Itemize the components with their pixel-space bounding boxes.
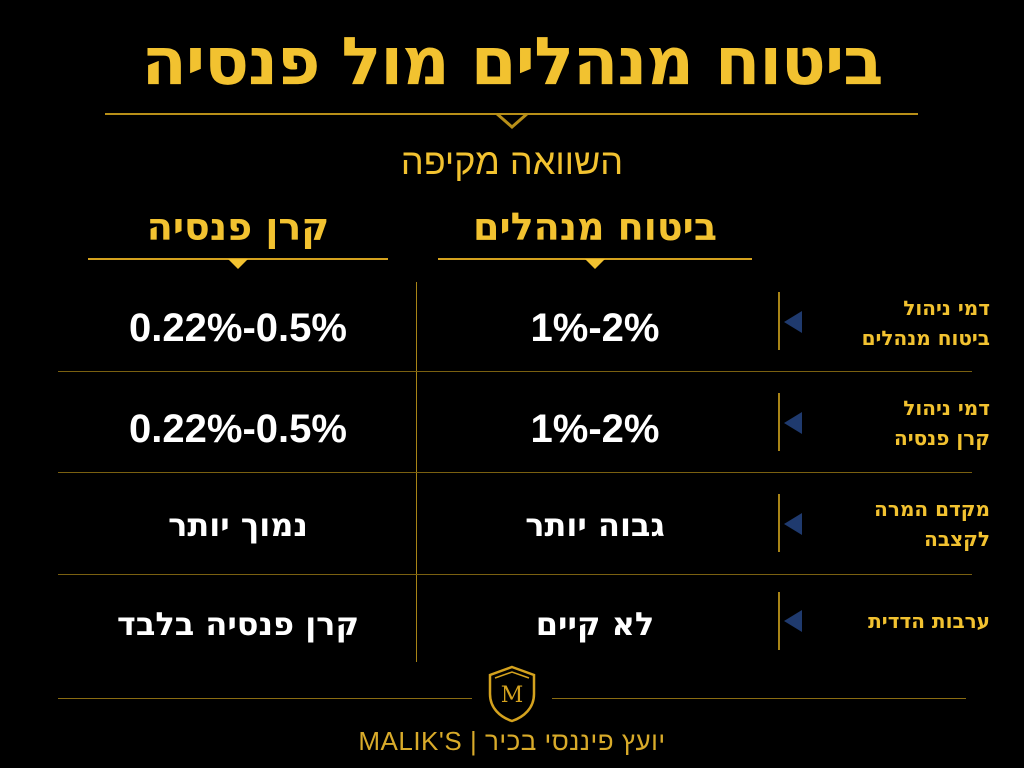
caret-down-icon xyxy=(228,259,248,269)
page-subtitle: השוואה מקיפה xyxy=(400,141,624,182)
logo-letter: M xyxy=(501,683,524,708)
row-2-label-line1: דמי ניהול xyxy=(903,396,990,420)
row-1-label: דמי ניהול ביטוח מנהלים xyxy=(800,288,990,358)
title-chevron-icon xyxy=(496,113,528,129)
pointer-left-icon xyxy=(784,610,802,632)
pointer-left-icon xyxy=(784,513,802,535)
footer-tagline: יועץ פיננסי בכיר xyxy=(484,726,666,756)
row-2-marker xyxy=(778,393,780,451)
row-4-label: ערבות הדדית xyxy=(800,604,990,638)
row-divider xyxy=(58,574,972,575)
row-4-marker xyxy=(778,592,780,650)
row-3-label: מקדם המרה לקצבה xyxy=(800,489,990,559)
shield-logo-icon: M xyxy=(488,665,536,723)
column-header-pension-fund: קרן פנסיה xyxy=(146,205,330,249)
title-divider xyxy=(105,113,918,115)
pointer-left-icon xyxy=(784,311,802,333)
row-4-pension-value: קרן פנסיה בלבד xyxy=(117,605,359,643)
row-2-label-line2: קרן פנסיה xyxy=(893,426,990,450)
row-divider xyxy=(58,472,972,473)
footer-divider-left xyxy=(58,698,472,699)
row-4-label-line1: ערבות הדדית xyxy=(868,609,990,633)
row-3-label-line2: לקצבה xyxy=(924,527,990,551)
row-3-label-line1: מקדם המרה xyxy=(874,497,990,521)
row-2-manager-value: 1%-2% xyxy=(530,406,660,451)
column-header-manager-insurance: ביטוח מנהלים xyxy=(472,205,717,249)
caret-down-icon xyxy=(585,259,605,269)
row-4-manager-value: לא קיים xyxy=(535,605,655,643)
row-2-label: דמי ניהול קרן פנסיה xyxy=(800,388,990,458)
row-1-label-line2: ביטוח מנהלים xyxy=(861,326,990,350)
row-3-manager-value: גבוה יותר xyxy=(525,506,665,544)
row-1-manager-value: 1%-2% xyxy=(530,305,660,350)
row-2-pension-value: 0.22%-0.5% xyxy=(129,406,347,451)
footer-divider-right xyxy=(552,698,966,699)
page-title: ביטוח מנהלים מול פנסיה xyxy=(141,23,883,100)
row-3-marker xyxy=(778,494,780,552)
row-1-marker xyxy=(778,292,780,350)
pointer-left-icon xyxy=(784,412,802,434)
row-divider xyxy=(58,371,972,372)
row-1-pension-value: 0.22%-0.5% xyxy=(129,305,347,350)
footer-separator: | xyxy=(469,726,478,756)
row-1-label-line1: דמי ניהול xyxy=(903,296,990,320)
footer-brand-line: MALIK'S | יועץ פיננסי בכיר xyxy=(0,726,1024,756)
row-3-pension-value: נמוך יותר xyxy=(168,506,308,544)
footer-brand: MALIK'S xyxy=(358,726,463,756)
